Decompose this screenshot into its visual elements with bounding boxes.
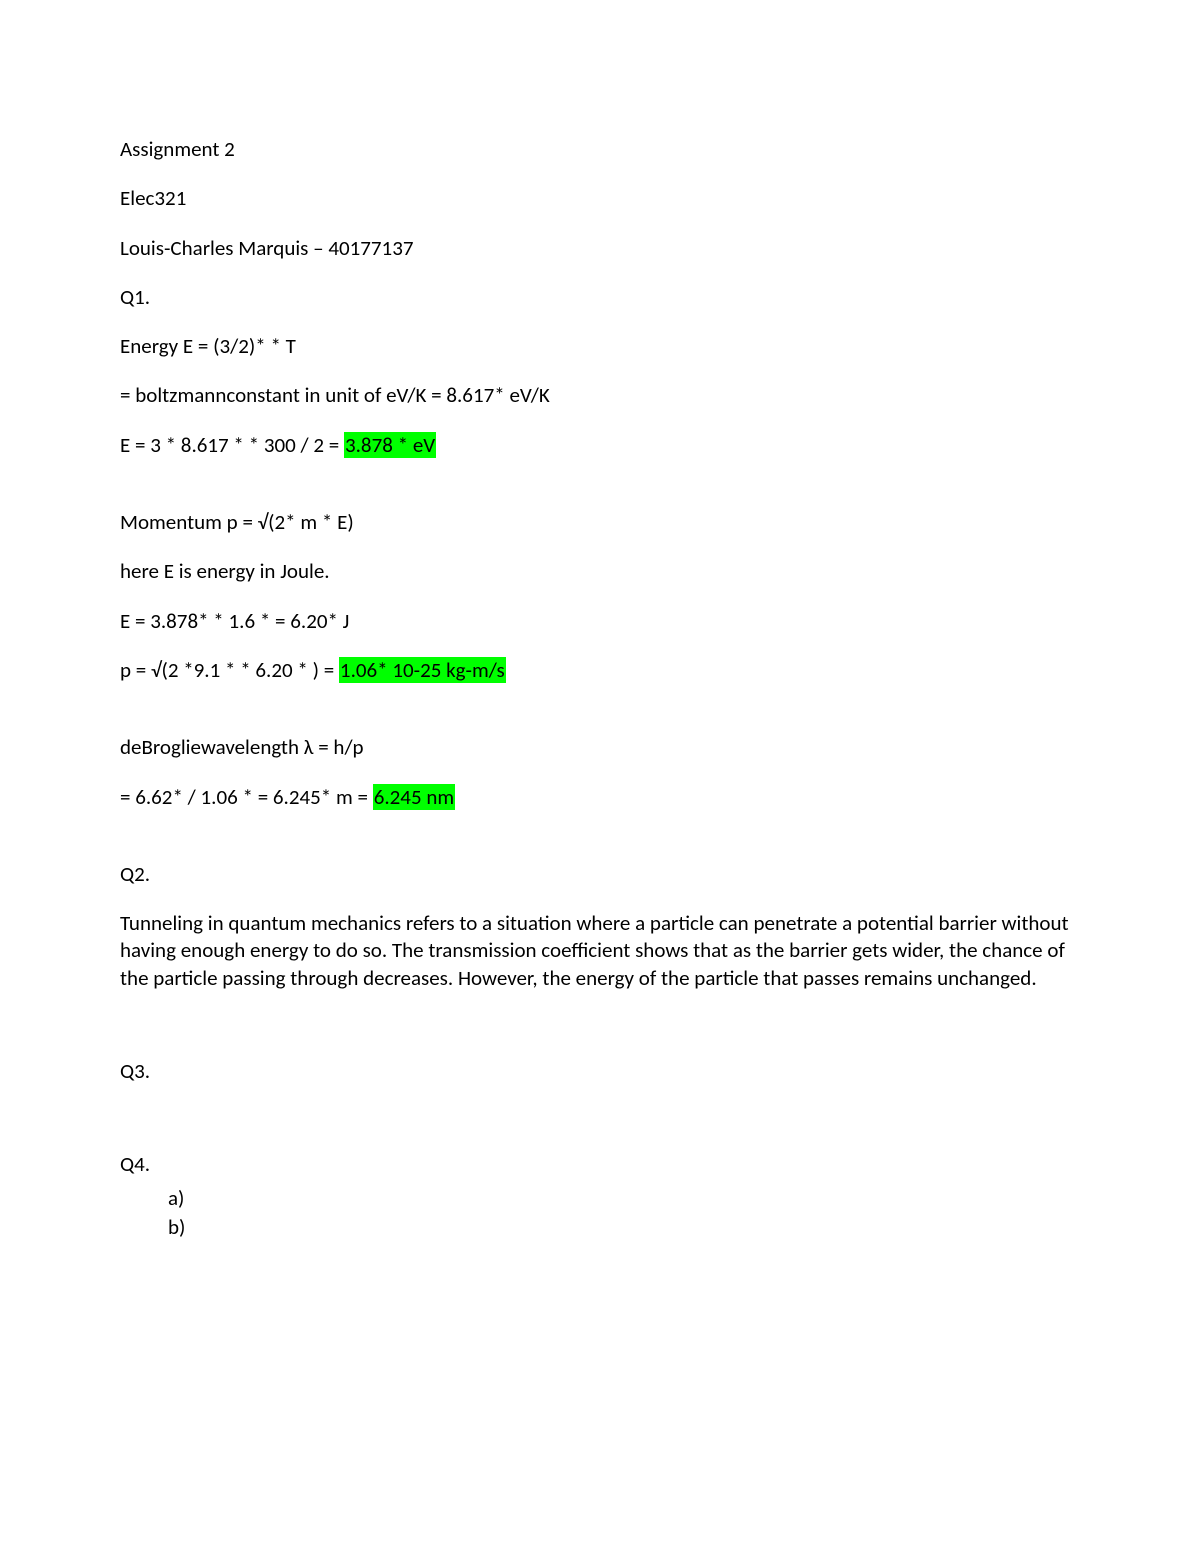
- spacer: [120, 706, 1080, 734]
- q1-momentum-calc-text: p = √(2 *9.1 * * 6.20 * ) =: [120, 657, 339, 683]
- q2-label: Q2.: [120, 861, 1080, 888]
- q1-energy-result: E = 3 * 8.617 * * 300 / 2 = 3.878 * eV: [120, 432, 1080, 459]
- q2-answer-text: Tunneling in quantum mechanics refers to…: [120, 910, 1080, 992]
- q1-debroglie-result: = 6.62* / 1.06 * = 6.245* m = 6.245 nm: [120, 784, 1080, 811]
- author-line: Louis-Charles Marquis – 40177137: [120, 235, 1080, 262]
- q1-energy-joule-calc: E = 3.878* * 1.6 * = 6.20* J: [120, 608, 1080, 635]
- document-page: Assignment 2 Elec321 Louis-Charles Marqu…: [0, 0, 1200, 1553]
- spacer: [120, 1107, 1080, 1151]
- spacer: [120, 833, 1080, 861]
- spacer: [120, 1014, 1080, 1058]
- course-code: Elec321: [120, 185, 1080, 212]
- q4-item-a: a): [168, 1185, 1080, 1212]
- q1-energy-calc-text: E = 3 * 8.617 * * 300 / 2 =: [120, 432, 344, 458]
- q1-debroglie-highlight: 6.245 nm: [373, 784, 455, 810]
- q1-momentum-highlight: 1.06* 10-25 kg-m/s: [339, 657, 506, 683]
- q1-energy-formula: Energy E = (3/2)* * T: [120, 333, 1080, 360]
- q1-debroglie-calc-text: = 6.62* / 1.06 * = 6.245* m =: [120, 784, 373, 810]
- q1-energy-highlight: 3.878 * eV: [344, 432, 436, 458]
- q1-debroglie-formula: deBrogliewavelength λ = h/p: [120, 734, 1080, 761]
- spacer: [120, 481, 1080, 509]
- q1-label: Q1.: [120, 284, 1080, 311]
- q1-boltzmann-line: = boltzmannconstant in unit of eV/K = 8.…: [120, 382, 1080, 409]
- q1-momentum-formula: Momentum p = √(2* m * E): [120, 509, 1080, 536]
- q1-momentum-result: p = √(2 *9.1 * * 6.20 * ) = 1.06* 10-25 …: [120, 657, 1080, 684]
- q4-sublist: a) b): [120, 1185, 1080, 1242]
- q4-label: Q4.: [120, 1151, 1080, 1178]
- q1-energy-joule-note: here E is energy in Joule.: [120, 558, 1080, 585]
- assignment-title: Assignment 2: [120, 136, 1080, 163]
- q3-label: Q3.: [120, 1058, 1080, 1085]
- q4-item-b: b): [168, 1214, 1080, 1241]
